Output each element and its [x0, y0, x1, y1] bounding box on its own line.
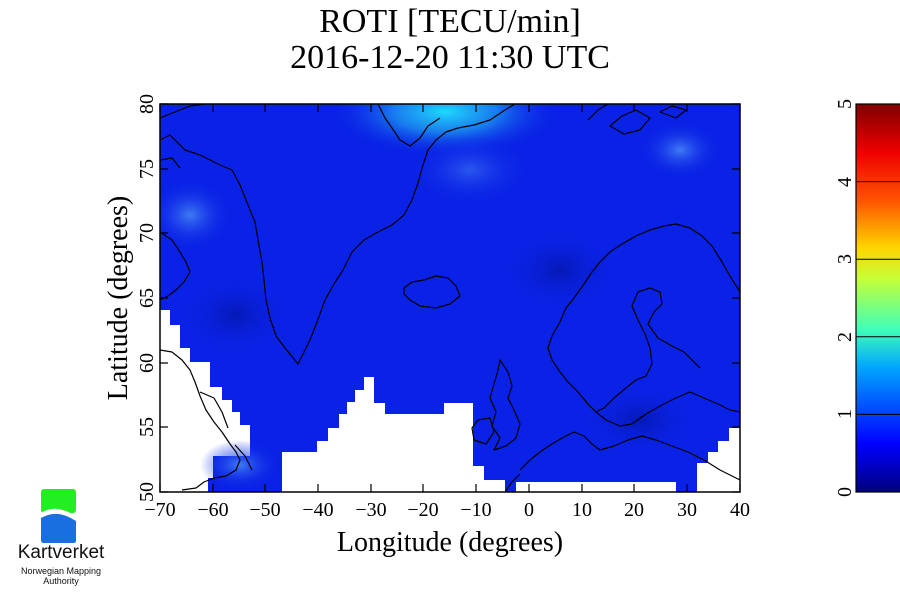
x-axis-title: Longitude (degrees)	[337, 527, 563, 558]
british-isles-coastline	[471, 359, 521, 451]
colorbar-tick-label: 1	[834, 409, 856, 419]
y-tick-label: 60	[136, 353, 158, 373]
colorbar-tick-label: 2	[834, 332, 856, 342]
map-timestamp: 2016-12-20 11:30 UTC	[290, 39, 610, 76]
y-tick-label: 70	[136, 223, 158, 243]
kartverket-logo-icon	[41, 489, 76, 543]
colorbar-frame	[855, 103, 900, 493]
colorbar-tick-label: 0	[834, 487, 856, 497]
y-tick-label: 80	[136, 94, 158, 114]
greenland-coastline	[160, 104, 516, 365]
y-tick-label: 50	[136, 482, 158, 502]
x-tick-label: 40	[730, 499, 750, 521]
baltic-coastline	[595, 391, 740, 427]
logo-subtitle: Norwegian Mapping Authority	[6, 566, 116, 586]
colorbar-tick-lines	[856, 181, 900, 415]
x-tick-label: −20	[407, 499, 438, 521]
logo-subtitle-line1: Norwegian Mapping	[20, 566, 102, 576]
roti-coverage-area	[160, 104, 740, 492]
y-tick-label: 65	[136, 288, 158, 308]
y-tick-label: 75	[136, 159, 158, 179]
map-tick-marks	[159, 103, 741, 493]
x-tick-label: −70	[144, 499, 175, 521]
x-tick-label: 30	[677, 499, 697, 521]
logo-subtitle-line2: Authority	[43, 576, 79, 586]
x-axis-tick-labels: −70 −60 −50 −40 −30 −20 −10 0 10 20 30 4…	[144, 499, 750, 521]
ellesmere-coastline	[160, 104, 441, 169]
x-tick-label: −40	[302, 499, 333, 521]
map-title: ROTI [TECU/min]	[319, 3, 581, 40]
svalbard-coastline	[587, 104, 687, 135]
colorbar-tick-label: 4	[834, 177, 856, 187]
labrador-coastline	[160, 349, 253, 491]
continental-europe-coastline	[504, 431, 740, 492]
y-axis-tick-labels: 50 55 60 65 70 75 80	[136, 94, 158, 502]
coastlines	[160, 104, 740, 492]
colorbar: 0 1 2 3 4 5	[834, 99, 900, 497]
x-tick-label: −60	[197, 499, 228, 521]
colorbar-tick-label: 3	[834, 254, 856, 264]
y-axis-title: Latitude (degrees)	[103, 196, 134, 400]
roti-field	[160, 104, 740, 492]
x-tick-label: −30	[355, 499, 386, 521]
x-tick-label: 10	[572, 499, 592, 521]
scandinavia-coastline	[547, 223, 740, 413]
baffin-coastline	[160, 231, 191, 301]
colorbar-gradient	[856, 104, 900, 492]
x-tick-label: 0	[524, 499, 534, 521]
x-tick-label: −10	[460, 499, 491, 521]
x-tick-label: −50	[249, 499, 280, 521]
y-tick-label: 55	[136, 417, 158, 437]
colorbar-tick-label: 5	[834, 99, 856, 109]
x-tick-label: 20	[624, 499, 644, 521]
logo-wordmark: Kartverket	[17, 542, 105, 563]
iceland-coastline	[403, 275, 461, 309]
